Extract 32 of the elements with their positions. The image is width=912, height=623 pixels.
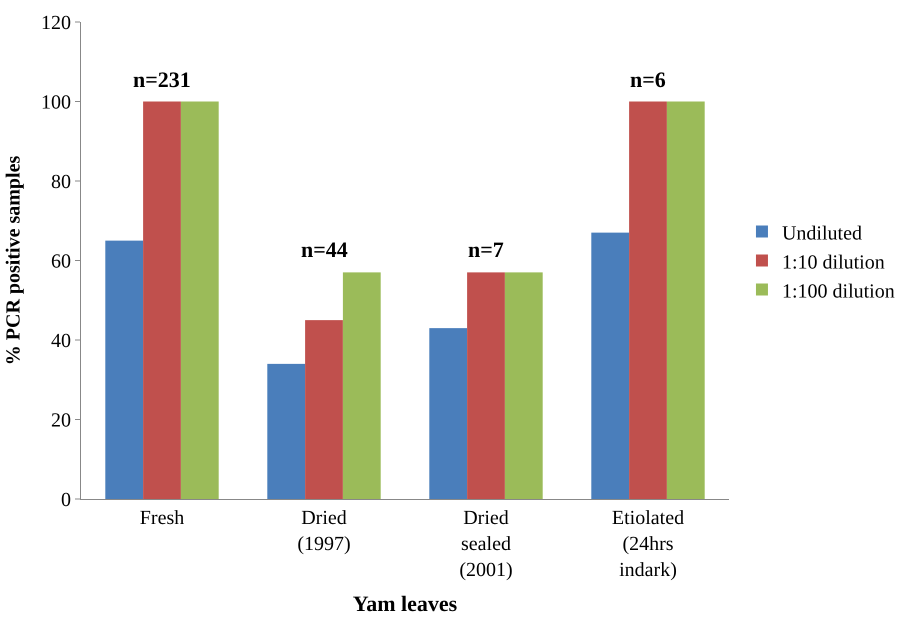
bar <box>267 364 306 499</box>
bar <box>591 232 630 499</box>
annotation: n=231 <box>133 67 191 92</box>
bar <box>143 102 181 499</box>
bar <box>467 272 505 499</box>
y-tick-label: 120 <box>41 12 71 34</box>
x-tick-label: Dried sealed (2001) <box>459 507 513 581</box>
x-tick-label: Dried (1997) <box>297 507 351 555</box>
bar <box>105 240 144 499</box>
legend-label: 1:10 dilution <box>782 251 885 274</box>
y-tick-label: 20 <box>51 410 71 432</box>
bar <box>429 328 468 499</box>
y-tick-label: 0 <box>61 489 71 511</box>
legend-label: 1:100 dilution <box>782 280 895 302</box>
x-tick-label: Etiolated (24hrs indark) <box>612 507 684 581</box>
annotation: n=44 <box>301 237 348 262</box>
legend-label: Undiluted <box>782 222 862 244</box>
x-axis-title: Yam leaves <box>352 590 458 616</box>
bar <box>629 102 667 499</box>
y-axis-title: % PCR positive samples <box>2 156 24 366</box>
y-tick-label: 40 <box>51 330 71 352</box>
bar <box>305 320 343 499</box>
y-tick-label: 100 <box>41 92 71 114</box>
x-tick-label: Fresh <box>140 507 184 529</box>
bar <box>180 102 219 499</box>
bar <box>342 272 381 499</box>
annotation: n=7 <box>468 237 504 262</box>
bar <box>666 102 705 499</box>
y-tick-label: 80 <box>51 171 71 193</box>
annotation: n=6 <box>630 67 666 92</box>
bar <box>504 272 543 499</box>
y-tick-label: 60 <box>51 250 71 272</box>
